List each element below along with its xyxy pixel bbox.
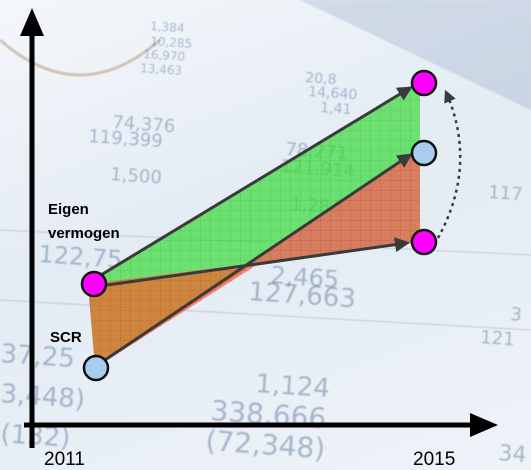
background-number: 37,25 (0, 339, 76, 374)
background-number: 3 (510, 304, 523, 326)
eigen-vermogen-2011-marker (80, 270, 108, 298)
eigen-vermogen-label-line1: Eigen (48, 201, 89, 218)
y-axis-arrow-icon (20, 8, 44, 36)
background-number: 122,75 (38, 240, 124, 274)
paper-line (0, 299, 531, 331)
background-number: 1,384 (150, 19, 185, 35)
eigen-vermogen-2015-low-marker (410, 228, 438, 256)
scr-2011-marker (82, 354, 110, 382)
scr-line (101, 153, 413, 364)
background-number: 117 (488, 182, 524, 205)
background-number: 1,124 (255, 369, 331, 404)
background-number: 3,448) (0, 379, 86, 415)
background-number: 13,463 (140, 61, 183, 78)
scr-label: SCR (50, 329, 82, 346)
background-number: 34 (498, 441, 528, 468)
eigen-vermogen-label-line2: vermogen (48, 225, 120, 242)
scr-2015-marker (410, 139, 438, 167)
eigen-vermogen-line-up (95, 86, 413, 280)
background-number: 127,663 (248, 277, 357, 314)
background-number: 10,285 (150, 34, 193, 51)
pen-curve (0, 38, 161, 77)
background-number: 1,500 (110, 164, 163, 189)
x-axis-arrow-icon (470, 413, 498, 437)
background-number: (72,348) (205, 424, 327, 465)
year-start-label: 2011 (44, 449, 85, 470)
background-number: 14,640 (308, 84, 358, 103)
background-number: 1,41 (320, 100, 352, 118)
background-number: 338,666 (210, 394, 328, 435)
background-number: 74,376 (112, 112, 176, 137)
pen-shadow (300, 0, 531, 110)
background-number: 16,970 (143, 47, 186, 64)
background-number: 121 (480, 327, 516, 350)
background-number: 20,8 (305, 70, 337, 88)
dotted-curved-arrow-icon (436, 89, 462, 239)
eigen-vermogen-line-flat (99, 237, 410, 288)
year-end-label: 2015 (413, 449, 456, 470)
eigen-vermogen-label: Eigen vermogen (48, 200, 120, 244)
background-number: 119,399 (88, 126, 164, 152)
eigen-vermogen-2015-high-marker (410, 69, 438, 97)
background-number: 2,465 (270, 261, 341, 294)
